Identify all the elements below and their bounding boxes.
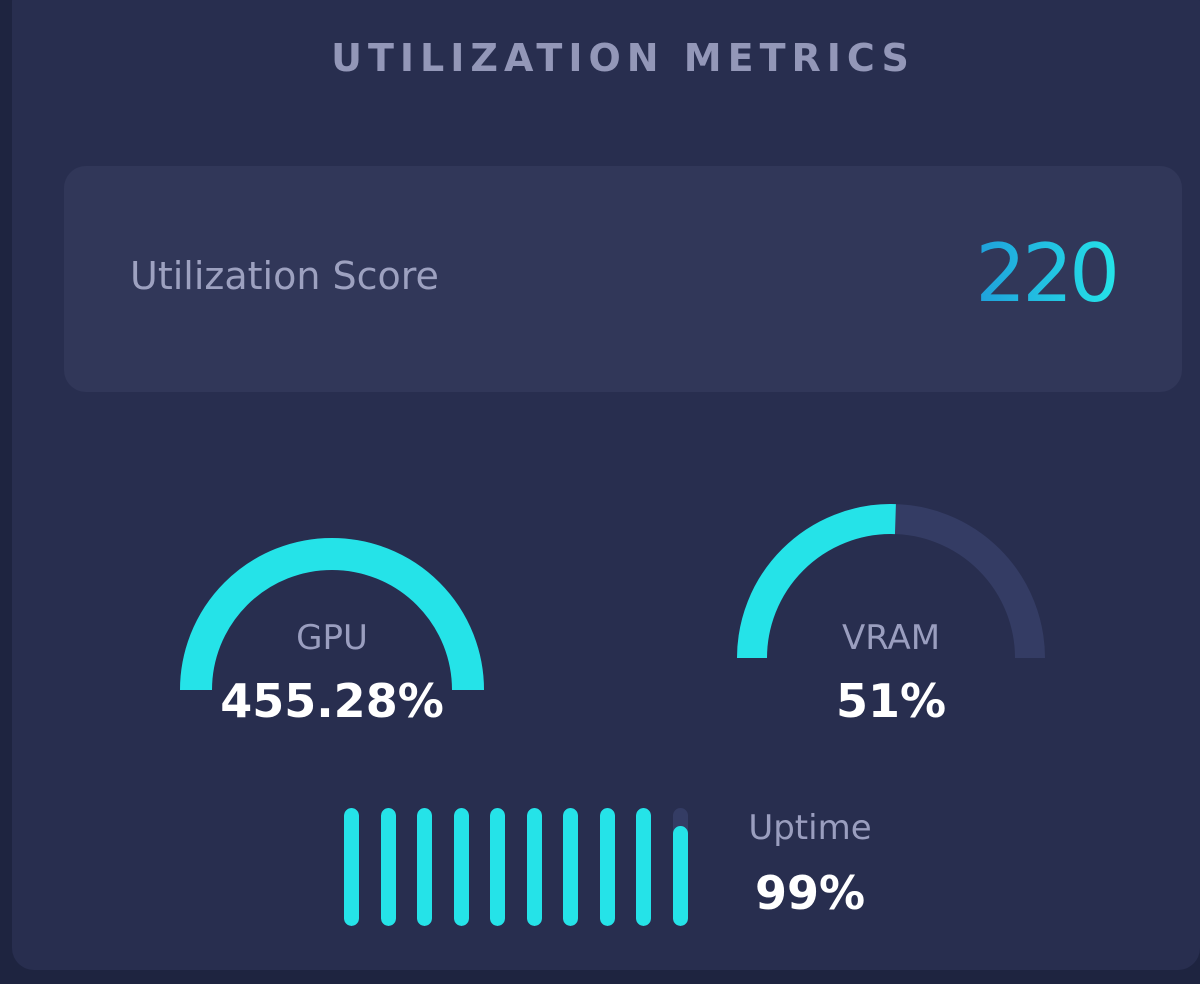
uptime-bar — [380, 808, 396, 926]
uptime-bar-fill — [599, 808, 615, 926]
vram-gauge-value: 51% — [835, 674, 947, 728]
uptime-bar-fill — [672, 825, 688, 926]
uptime-value: 99% — [754, 866, 866, 920]
gpu-gauge-label: GPU — [296, 618, 368, 658]
vram-gauge-label: VRAM — [841, 618, 941, 658]
uptime-bar — [453, 808, 469, 926]
uptime-bars — [344, 808, 694, 926]
utilization-score-value: 220 — [975, 227, 1120, 320]
vram-gauge: VRAM 51% — [735, 500, 1047, 740]
uptime-bar-fill — [344, 808, 359, 926]
vram-gauge-fill — [737, 504, 1045, 659]
uptime-bar — [344, 808, 359, 926]
utilization-score-label: Utilization Score — [130, 254, 439, 298]
vram-gauge-chart — [737, 504, 1045, 659]
uptime-bar — [636, 808, 651, 926]
gpu-gauge-chart — [180, 538, 484, 691]
gpu-gauge: GPU 455.28% — [176, 500, 488, 740]
uptime-bar — [417, 808, 432, 926]
panel-title: UTILIZATION METRICS — [331, 36, 915, 80]
uptime-bar-fill — [636, 808, 651, 926]
uptime-bar — [563, 808, 578, 926]
uptime-bar-fill — [380, 808, 396, 926]
uptime-bar-fill — [453, 808, 469, 926]
uptime-bar-fill — [417, 808, 432, 926]
uptime-bar — [526, 808, 542, 926]
uptime-bar-fill — [526, 808, 542, 926]
gpu-gauge-fill — [180, 538, 484, 691]
uptime-bar-fill — [490, 808, 505, 926]
uptime-label: Uptime — [748, 808, 872, 848]
uptime-bar — [490, 808, 505, 926]
utilization-score-card: Utilization Score 220 — [64, 166, 1182, 392]
gpu-gauge-value: 455.28% — [220, 674, 444, 728]
uptime-bar — [672, 808, 688, 926]
uptime-bar — [599, 808, 615, 926]
uptime-bar-fill — [563, 808, 578, 926]
